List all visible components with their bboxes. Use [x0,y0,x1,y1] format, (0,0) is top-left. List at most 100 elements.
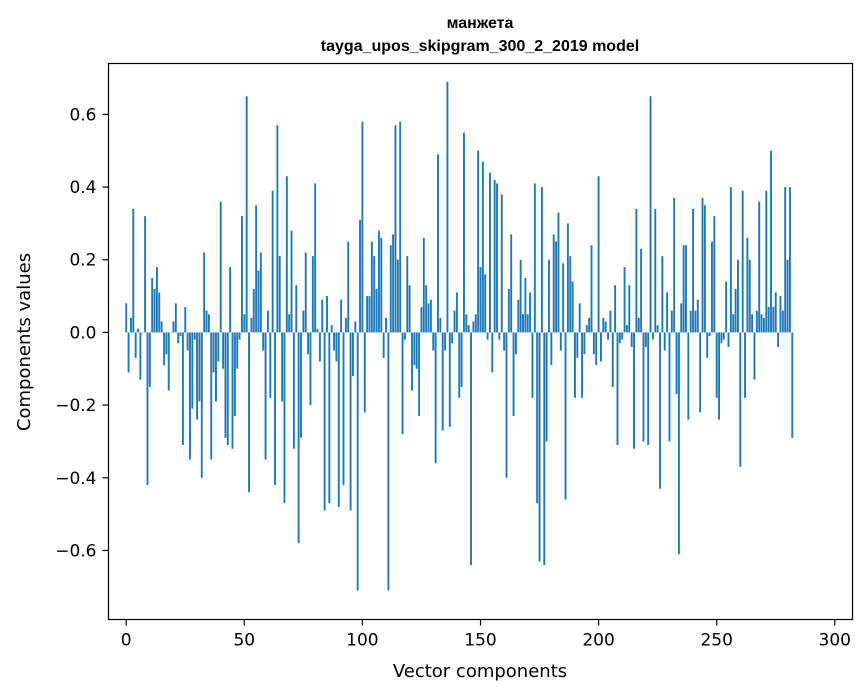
bar [670,310,673,333]
bar [637,317,640,333]
bar [592,332,595,355]
bar [203,252,206,333]
y-tick-label: 0.4 [69,178,96,198]
bar [604,321,607,333]
bar [758,201,761,333]
y-tick-label: −0.2 [55,396,96,416]
bar [255,205,258,333]
bar [715,332,718,398]
bar [302,310,305,333]
bar [415,332,418,369]
x-tick-label: 100 [346,631,378,651]
bar [765,190,768,333]
bar [656,325,659,333]
bar [217,332,220,362]
y-tick-label: 0.6 [69,105,96,125]
bar [411,332,413,391]
bar [474,314,477,333]
bar [323,332,326,511]
bar [737,259,739,333]
bar [699,332,702,413]
bar [774,292,777,333]
bar [524,277,527,333]
bar [418,332,421,416]
bar [649,96,652,333]
bar [406,256,409,333]
bar [505,332,508,478]
bar [297,332,300,544]
bar [538,332,541,562]
bar [207,314,210,333]
bar [271,190,274,333]
bar [458,332,461,398]
bar [781,310,784,333]
bar [481,161,484,333]
bar [472,321,475,333]
bar [165,332,168,355]
bar [186,332,189,351]
y-tick-label: 0.2 [69,251,96,271]
bar [328,332,331,504]
bar [552,234,555,333]
bar [349,332,352,511]
bar [198,332,201,402]
bar [276,125,279,333]
bar [578,303,581,333]
bar [753,332,756,380]
bar [623,267,626,333]
bar [666,292,669,333]
bar [179,332,182,337]
bar [682,245,685,333]
bar [314,183,317,333]
bar [727,332,730,347]
bar [231,332,234,449]
bar [687,332,690,420]
bar [205,310,208,333]
bar [600,332,602,362]
bar [125,303,128,333]
bar [564,332,567,500]
bar [703,205,706,333]
bar [548,259,550,333]
bar [760,314,763,333]
bar [493,179,496,333]
bar [713,216,716,333]
bar [491,332,494,373]
bar [722,332,725,340]
bar [144,216,147,333]
bar [264,332,267,460]
bar [163,332,165,366]
bar [531,332,534,398]
bar [387,332,390,591]
x-tick-label: 150 [464,631,496,651]
bar [533,183,536,333]
bar [559,332,562,351]
bar [290,230,293,333]
bar [767,306,770,333]
bar [777,332,780,347]
bar [377,230,380,333]
bar [385,317,387,333]
bar [689,310,692,333]
bar [694,310,697,333]
bar [250,317,253,333]
bar [344,317,347,333]
bar [588,317,591,333]
bar [368,296,371,333]
bar [375,288,378,333]
bar [259,252,262,333]
y-tick-label: −0.4 [55,469,96,489]
bar [422,237,425,333]
bar [455,292,458,333]
bar [252,288,255,333]
bar [477,150,480,333]
bar [557,212,560,333]
bar [236,332,239,369]
x-axis-ticks: 0 50 100 150 200 250 300 [121,619,851,651]
bar [366,296,369,333]
bar [283,332,286,504]
bar [307,332,310,355]
bar [172,321,175,333]
bar [160,321,163,333]
